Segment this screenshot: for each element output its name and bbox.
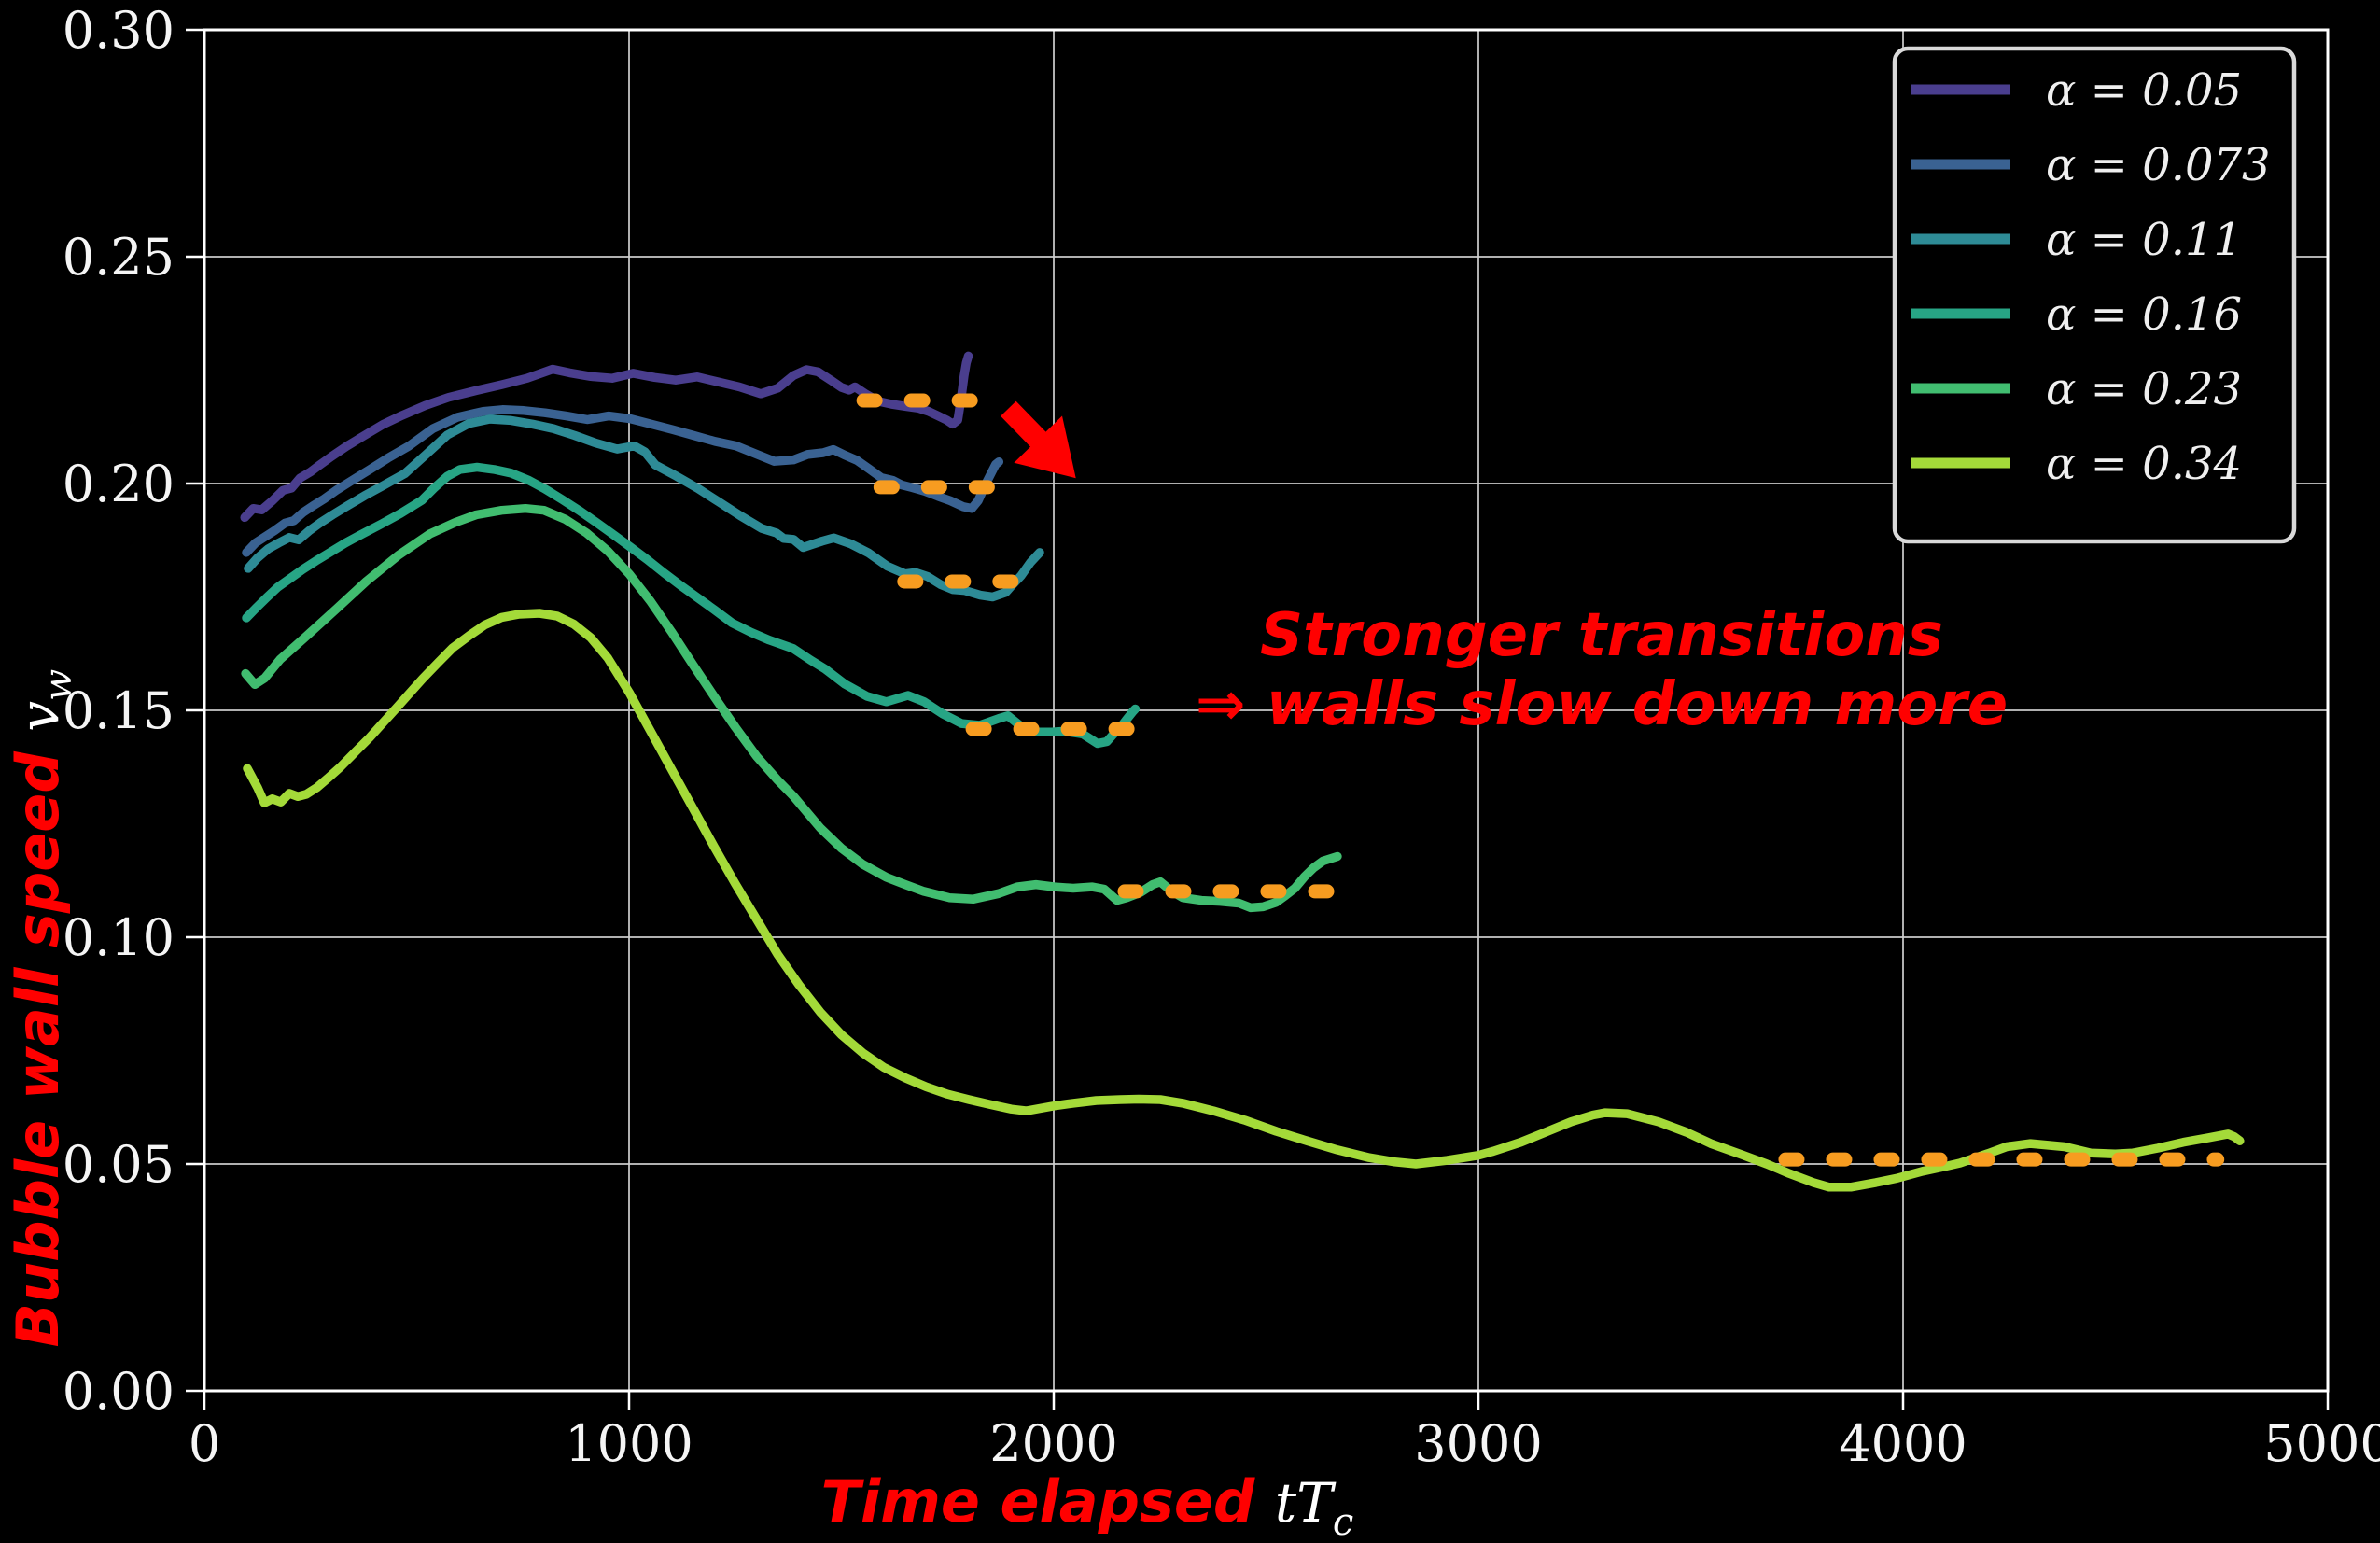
y-axis-label: Bubble wall speed vw [4,669,80,1348]
curve-alpha-0.05 [240,351,973,523]
y-tick-label-0.1: 0.10 [63,908,175,967]
x-axis-label: Time elapsed tTc [821,1467,1354,1543]
curve-alpha-0.11 [244,414,1044,602]
y-tick-label-0.3: 0.30 [63,1,175,60]
curve-alpha-0.16 [242,462,1141,749]
legend-label-alpha-0.34: α = 0.34 [2046,438,2242,490]
legend-box [1892,46,2297,544]
curve-alpha-0.34 [243,609,2245,1192]
y-tick-label-0.2: 0.20 [63,455,175,513]
legend-label-alpha-0.11: α = 0.11 [2046,214,2242,266]
curve-alpha-0.23 [241,503,1342,913]
x-tick-label-5000: 5000 [2263,1414,2380,1473]
y-tick-label-0: 0.00 [63,1362,175,1421]
legend-label-alpha-0.23: α = 0.23 [2046,363,2242,415]
x-tick-label-3000: 3000 [1414,1414,1542,1473]
y-tick-label-0.15: 0.15 [63,681,175,740]
annotation-line1: Stronger transitions [1260,601,1943,670]
curve-alpha-0.073 [242,405,1004,557]
legend-label-alpha-0.073: α = 0.073 [2046,139,2271,191]
legend-label-alpha-0.05: α = 0.05 [2046,64,2242,117]
x-tick-label-2000: 2000 [989,1414,1117,1473]
legend-label-alpha-0.16: α = 0.16 [2046,288,2242,341]
y-tick-label-0.05: 0.05 [63,1135,175,1194]
annotation-line2: ⇒ walls slow down more [1196,670,2008,739]
y-tick-label-0.25: 0.25 [63,228,175,287]
x-tick-label-4000: 4000 [1839,1414,1967,1473]
red-arrow-icon [1001,400,1076,479]
x-tick-label-0: 0 [189,1414,220,1473]
x-tick-label-1000: 1000 [565,1414,693,1473]
